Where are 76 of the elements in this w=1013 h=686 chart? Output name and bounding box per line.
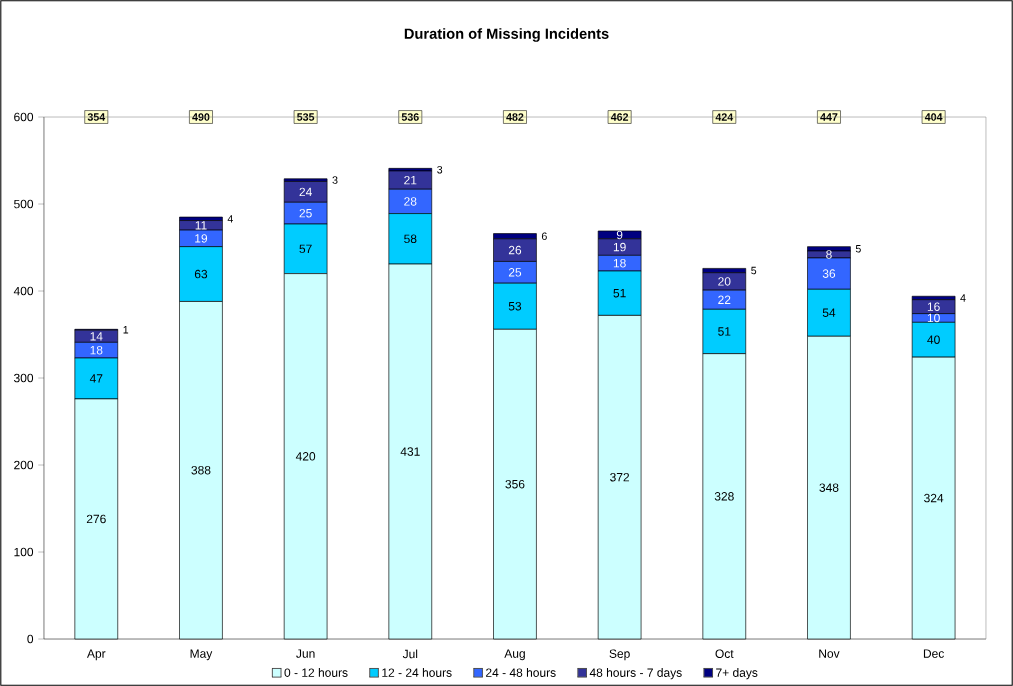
data-label: 4	[960, 294, 966, 302]
data-label: 356	[505, 479, 525, 489]
x-tick-label: Aug	[504, 649, 525, 661]
data-label: 14	[90, 332, 103, 341]
annotation: 535	[297, 113, 315, 121]
x-tick-label: May	[190, 649, 213, 661]
data-label: 58	[404, 234, 417, 244]
y-tick-label: 200	[14, 460, 34, 470]
data-label: 25	[508, 268, 522, 277]
data-label: 276	[86, 514, 106, 524]
data-label: 420	[295, 452, 316, 461]
data-label: 63	[194, 269, 208, 279]
chart-title: Duration of Missing Incidents	[404, 28, 609, 42]
data-label: 324	[924, 493, 944, 503]
legend-label: 7+ days	[716, 668, 758, 680]
x-tick-label: Dec	[923, 649, 944, 658]
annotation: 354	[87, 113, 106, 121]
annotation: 447	[820, 113, 838, 121]
data-label: 19	[195, 234, 208, 243]
y-tick-label: 300	[14, 373, 34, 383]
y-tick-label: 0	[27, 634, 34, 644]
data-label: 26	[508, 245, 522, 255]
legend-label: 0 - 12 hours	[284, 668, 348, 677]
legend-label: 12 - 24 hours	[382, 668, 452, 677]
data-label: 25	[299, 208, 312, 218]
data-label: 3	[437, 165, 443, 174]
data-label: 22	[718, 295, 731, 304]
annotation: 462	[610, 113, 629, 121]
annotation: 536	[401, 113, 419, 121]
data-label: 11	[195, 221, 207, 230]
data-label: 6	[541, 232, 547, 240]
y-tick-label: 500	[14, 199, 34, 209]
data-label: 1	[123, 326, 129, 334]
data-label: 28	[404, 197, 417, 206]
legend-label: 24 - 48 hours	[486, 668, 556, 677]
data-label: 51	[613, 289, 626, 298]
data-label: 54	[822, 308, 836, 317]
data-label: 3	[332, 176, 338, 184]
data-label: 18	[90, 345, 103, 355]
annotation: 424	[715, 113, 734, 121]
data-label: 18	[613, 258, 626, 268]
data-label: 19	[613, 242, 626, 252]
annotation: 404	[924, 113, 943, 121]
data-label: 8	[826, 250, 832, 259]
y-tick-label: 100	[14, 547, 34, 557]
data-label: 40	[927, 335, 940, 344]
x-tick-label: Oct	[715, 649, 734, 658]
data-label: 51	[718, 327, 731, 336]
data-label: 431	[400, 447, 420, 456]
y-tick-label: 600	[14, 112, 34, 122]
data-label: 372	[610, 472, 630, 482]
data-label: 9	[616, 230, 623, 240]
data-label: 348	[819, 483, 839, 492]
data-label: 16	[927, 302, 940, 311]
data-label: 47	[89, 374, 103, 383]
y-tick-label: 400	[13, 286, 34, 296]
data-label: 53	[508, 301, 522, 311]
x-tick-label: Nov	[819, 649, 840, 658]
data-label: 328	[714, 492, 734, 501]
x-tick-label: Jun	[296, 649, 315, 658]
annotation: 490	[192, 113, 210, 121]
data-label: 5	[855, 245, 861, 253]
data-label: 24	[299, 187, 312, 197]
data-label: 388	[191, 465, 211, 475]
data-label: 4	[227, 215, 234, 223]
legend-label: 48 hours - 7 days	[589, 668, 682, 680]
data-label: 20	[718, 277, 731, 286]
x-tick-label: Apr	[86, 649, 106, 661]
data-label: 5	[751, 266, 757, 275]
data-label: 36	[822, 269, 836, 278]
data-label: 57	[299, 244, 312, 254]
x-tick-label: Jul	[402, 649, 418, 659]
data-label: 10	[927, 313, 940, 323]
annotation: 482	[506, 113, 524, 121]
data-label: 21	[404, 175, 417, 185]
x-tick-label: Sep	[609, 649, 630, 661]
